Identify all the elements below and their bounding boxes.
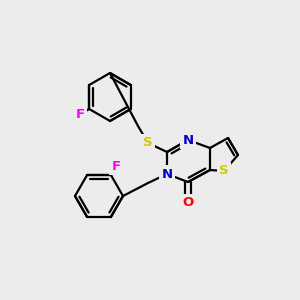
Text: S: S [219,164,229,178]
Text: O: O [182,196,194,209]
Text: F: F [111,160,121,173]
Text: F: F [76,107,85,121]
Text: N: N [161,167,172,181]
Text: N: N [182,134,194,146]
Text: S: S [143,136,153,149]
